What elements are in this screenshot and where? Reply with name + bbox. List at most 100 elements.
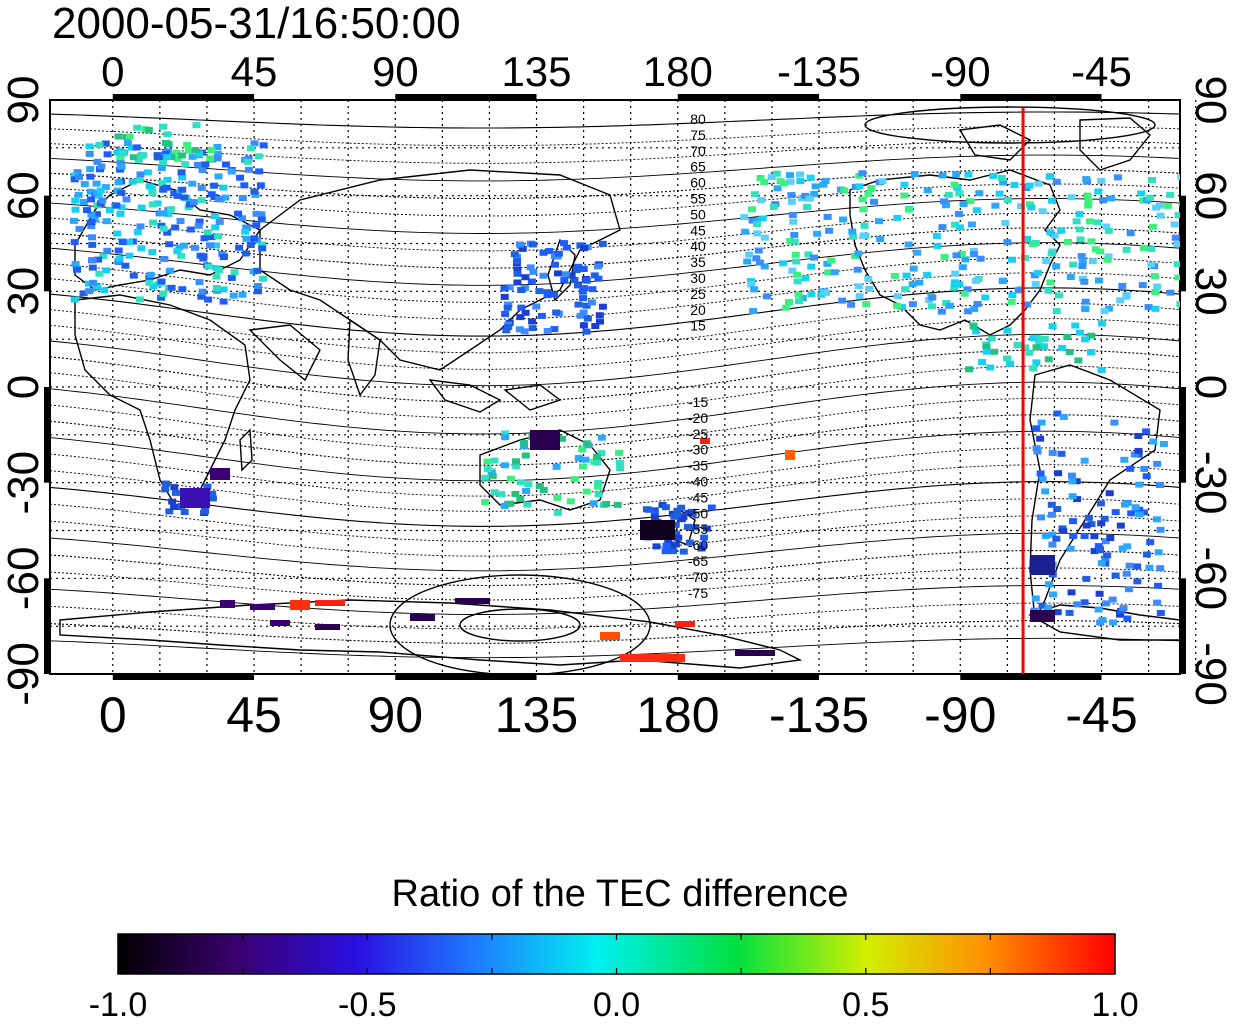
tec-cell xyxy=(940,198,948,205)
tec-cell xyxy=(598,240,607,247)
tec-cell xyxy=(955,211,963,218)
tec-cell xyxy=(950,279,959,286)
tec-cell xyxy=(259,142,268,149)
tec-cell xyxy=(786,237,795,244)
tec-cell xyxy=(253,267,262,274)
contour-line xyxy=(50,549,1180,587)
tec-cell xyxy=(1045,581,1053,588)
tec-cell xyxy=(1075,226,1084,233)
tec-cell xyxy=(1080,533,1089,539)
tec-cell xyxy=(1149,438,1158,445)
tec-cell xyxy=(545,248,554,254)
tec-cell xyxy=(772,170,781,177)
tec-cell xyxy=(1066,274,1075,280)
tec-cell xyxy=(1057,450,1066,457)
tec-cell xyxy=(864,275,873,282)
tec-cell xyxy=(1075,211,1084,218)
tec-cell xyxy=(1111,572,1120,579)
tec-cell xyxy=(164,210,173,217)
tec-cell xyxy=(93,158,102,165)
tec-cell xyxy=(96,187,105,194)
tec-cell xyxy=(1069,533,1078,539)
tec-cell xyxy=(113,149,122,156)
contour-line xyxy=(50,302,1180,354)
tec-cell xyxy=(157,294,166,301)
tec-cell xyxy=(937,308,946,315)
tec-cell xyxy=(707,504,716,511)
tec-cell xyxy=(592,453,601,460)
tec-cell xyxy=(1003,197,1012,203)
tec-cell xyxy=(1148,177,1156,183)
lat-label-right: -30 xyxy=(1186,451,1235,515)
tec-cell xyxy=(792,258,801,265)
tec-cell xyxy=(207,147,216,153)
tec-cell xyxy=(181,161,190,168)
tec-cell xyxy=(702,525,711,532)
tec-cell xyxy=(804,251,813,258)
tec-cell xyxy=(213,144,222,150)
tec-cell xyxy=(197,293,206,300)
tec-cell xyxy=(615,449,623,456)
tec-cell xyxy=(1064,238,1072,245)
tec-cell xyxy=(1003,355,1012,362)
tec-cell xyxy=(773,185,782,192)
lon-label-top: 180 xyxy=(643,48,713,95)
tec-cell xyxy=(961,256,970,263)
tec-cell xyxy=(1179,200,1180,207)
tec-cell xyxy=(1080,278,1089,285)
tec-cell xyxy=(145,279,154,286)
tec-cell xyxy=(180,488,210,508)
tec-cell xyxy=(1097,560,1106,567)
tec-cell xyxy=(750,191,759,198)
lat-label-left: 60 xyxy=(0,171,48,220)
contour-line xyxy=(50,287,1180,337)
tec-cell xyxy=(250,188,259,195)
tec-cell xyxy=(684,510,693,516)
tec-cell xyxy=(1080,599,1089,606)
tec-cell xyxy=(749,308,758,314)
tec-cell xyxy=(1099,197,1108,204)
tec-cell xyxy=(410,614,435,621)
tec-cell xyxy=(1032,344,1041,351)
tec-cell xyxy=(811,183,820,190)
tec-cell xyxy=(904,206,913,213)
tec-cell xyxy=(529,268,538,275)
tec-cell xyxy=(481,499,490,505)
tec-cell xyxy=(562,244,571,251)
contour-label: -25 xyxy=(688,426,708,442)
colorbar-gradient xyxy=(117,933,1116,975)
tec-cell xyxy=(250,604,275,610)
tec-cell xyxy=(1052,308,1061,315)
tec-cell xyxy=(195,218,204,225)
tec-cell xyxy=(823,260,832,267)
tec-cell xyxy=(240,182,249,189)
tec-cell xyxy=(194,161,202,168)
tec-cell xyxy=(241,228,250,235)
tec-cell xyxy=(796,171,804,178)
tec-cell xyxy=(1127,510,1136,517)
tec-cell xyxy=(258,241,267,248)
tec-cell xyxy=(177,252,186,259)
colorbar-ticks xyxy=(117,934,1116,974)
tec-cell xyxy=(1048,449,1057,456)
tec-cell xyxy=(171,224,180,231)
tec-cell xyxy=(579,295,588,302)
tec-cell xyxy=(258,245,267,252)
tec-cell xyxy=(122,196,131,203)
tec-cell xyxy=(537,312,546,319)
tec-cell xyxy=(854,283,863,290)
tec-cell xyxy=(114,179,123,186)
tec-cell xyxy=(101,140,110,147)
contour-line xyxy=(50,515,1180,557)
tec-cell xyxy=(170,504,179,510)
tec-cell xyxy=(901,286,910,293)
tec-cell xyxy=(145,183,154,190)
tec-cell xyxy=(1076,236,1085,243)
tec-cell xyxy=(853,266,862,273)
tec-cell xyxy=(1097,520,1106,527)
tec-cell xyxy=(1173,241,1180,248)
tec-cell xyxy=(650,509,659,516)
tec-cell xyxy=(212,285,221,291)
tec-cell xyxy=(1008,256,1016,263)
lat-label-right: 0 xyxy=(1186,375,1235,399)
